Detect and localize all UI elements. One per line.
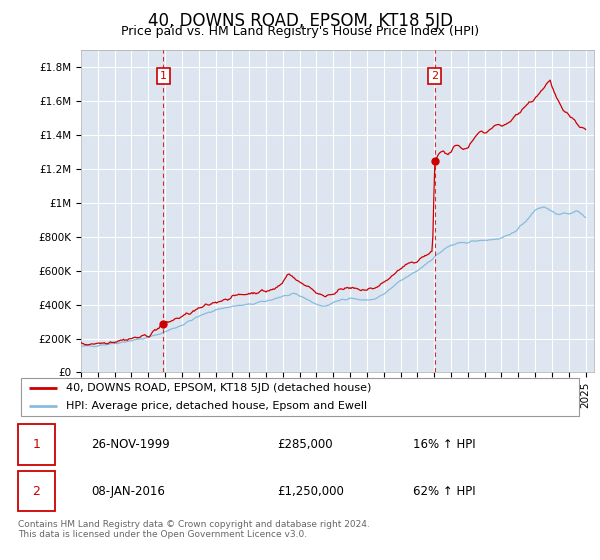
Text: 08-JAN-2016: 08-JAN-2016 bbox=[91, 484, 165, 498]
Text: 26-NOV-1999: 26-NOV-1999 bbox=[91, 438, 170, 451]
Text: 40, DOWNS ROAD, EPSOM, KT18 5JD (detached house): 40, DOWNS ROAD, EPSOM, KT18 5JD (detache… bbox=[66, 383, 371, 393]
Text: £1,250,000: £1,250,000 bbox=[277, 484, 344, 498]
Text: 1: 1 bbox=[160, 71, 167, 81]
Text: 2: 2 bbox=[32, 484, 40, 498]
Text: 16% ↑ HPI: 16% ↑ HPI bbox=[413, 438, 475, 451]
Text: Contains HM Land Registry data © Crown copyright and database right 2024.
This d: Contains HM Land Registry data © Crown c… bbox=[18, 520, 370, 539]
FancyBboxPatch shape bbox=[21, 379, 579, 416]
Text: HPI: Average price, detached house, Epsom and Ewell: HPI: Average price, detached house, Epso… bbox=[66, 402, 367, 411]
Text: 2: 2 bbox=[431, 71, 438, 81]
Text: £285,000: £285,000 bbox=[277, 438, 333, 451]
Text: 40, DOWNS ROAD, EPSOM, KT18 5JD: 40, DOWNS ROAD, EPSOM, KT18 5JD bbox=[148, 12, 452, 30]
Text: 62% ↑ HPI: 62% ↑ HPI bbox=[413, 484, 475, 498]
Text: Price paid vs. HM Land Registry's House Price Index (HPI): Price paid vs. HM Land Registry's House … bbox=[121, 25, 479, 38]
FancyBboxPatch shape bbox=[18, 424, 55, 465]
Text: 1: 1 bbox=[32, 438, 40, 451]
FancyBboxPatch shape bbox=[18, 471, 55, 511]
